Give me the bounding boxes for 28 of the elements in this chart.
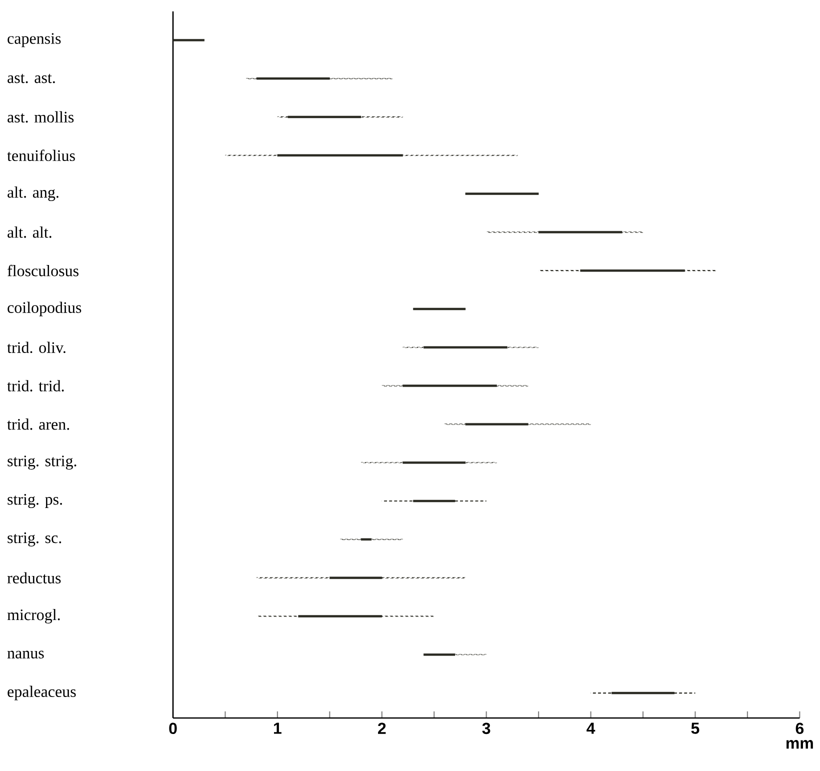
y-tick-label: trid. oliv. <box>7 342 66 354</box>
y-tick-label: strig. sc. <box>8 532 62 546</box>
y-tick-label: strig. ps. <box>8 494 62 508</box>
bar <box>173 39 204 42</box>
y-tick-label: alt. ang. <box>8 186 58 202</box>
y-tick-label: epaleaceus <box>8 686 76 700</box>
y-tick-label: strig. strig. <box>8 456 76 470</box>
x-tick-label: 0 <box>169 722 177 734</box>
y-tick-label: capensis <box>8 33 61 48</box>
y-tick-label: reductus <box>7 572 61 584</box>
x-tick-label: 1 <box>274 722 282 734</box>
x-tick-label: 4 <box>586 722 596 734</box>
x-tick-label: 6 <box>796 722 804 734</box>
y-tick-label: coilopodius <box>8 302 82 316</box>
y-tick-label: nanus <box>7 650 44 658</box>
y-tick-label: ast. ast. <box>8 74 55 84</box>
y-tick-label: alt. alt. <box>8 226 52 238</box>
y-tick-label: ast. mollis <box>8 111 74 123</box>
y-tick-label: microgl. <box>7 608 60 624</box>
bar <box>465 192 539 195</box>
y-tick-label: flosculosus <box>8 264 78 276</box>
x-tick-label: 2 <box>378 722 386 734</box>
x-tick-label: 3 <box>482 722 490 734</box>
x-axis-title: mm <box>786 740 813 749</box>
x-tick-label: 5 <box>691 722 700 734</box>
y-tick-label: trid. trid. <box>7 380 64 392</box>
y-tick-label: tenuifolius <box>7 150 75 162</box>
y-tick-label: trid. aren. <box>7 418 70 430</box>
